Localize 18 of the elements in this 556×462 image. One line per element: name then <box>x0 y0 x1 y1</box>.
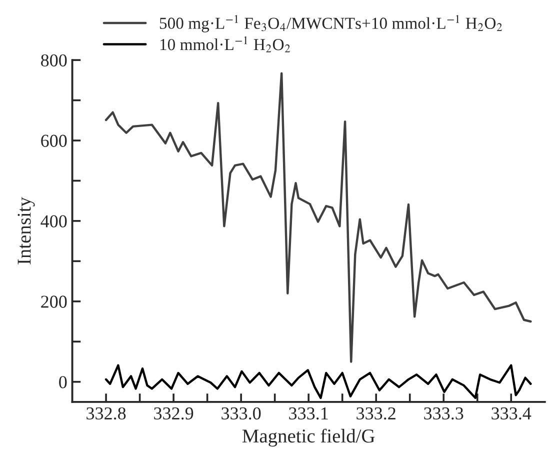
x-tick-label: 333.4 <box>492 407 532 420</box>
x-tick-label: 333.3 <box>424 407 464 420</box>
y-tick-label: 600 <box>41 134 67 147</box>
x-tick-label: 332.9 <box>154 407 194 420</box>
y-axis-title: Intensity <box>18 197 35 264</box>
x-axis-title: Magnetic field/G <box>242 428 375 447</box>
x-tick-label: 333.2 <box>356 407 396 420</box>
y-tick-label: 0 <box>59 376 67 388</box>
text: 500 mg·L$^{−1}$ Fe$_{3}$O$_{4}$/MWCNTs+10 mmol·L$^{−1}$ H$_{2}$O$_{2}$ <box>160 15 502 32</box>
line-series <box>104 364 532 400</box>
y-tick-label: 400 <box>40 215 67 228</box>
line-series <box>104 72 532 363</box>
legend-label: 10 mmol·L$^{−1}$ H$_{2}$O$_{2}$ <box>160 36 290 52</box>
x-tick-label: 332.8 <box>86 407 126 420</box>
x-tick-label: 333.0 <box>222 407 261 420</box>
x-tick-label: 333.1 <box>289 407 328 420</box>
y-tick-label: 200 <box>41 296 67 308</box>
y-tick-label: 800 <box>41 54 67 66</box>
